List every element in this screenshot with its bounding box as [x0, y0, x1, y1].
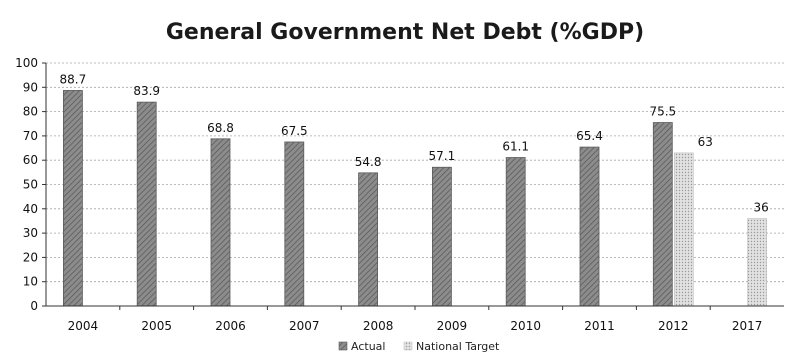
- x-tick-label: 2004: [68, 319, 99, 333]
- y-tick-label: 50: [23, 178, 38, 192]
- bar-target-2012: [673, 152, 694, 307]
- bar-actual-2011: [579, 146, 600, 307]
- x-tick-label: 2017: [732, 319, 763, 333]
- data-label: 61.1: [502, 140, 529, 154]
- y-tick-label: 10: [23, 275, 38, 289]
- x-tick-label: 2011: [584, 319, 615, 333]
- chart-title: General Government Net Debt (%GDP): [166, 20, 644, 45]
- legend-label-target: National Target: [416, 340, 500, 353]
- legend-swatch-actual: [338, 341, 348, 351]
- y-tick-label: 70: [23, 129, 38, 143]
- bar-actual-2010: [505, 157, 526, 307]
- bar-actual-2007: [284, 141, 305, 307]
- y-tick-label: 100: [15, 56, 38, 70]
- data-label: 68.8: [207, 121, 234, 135]
- data-label: 75.5: [649, 105, 676, 119]
- legend-label-actual: Actual: [351, 340, 385, 353]
- data-label: 67.5: [281, 124, 308, 138]
- axes: 0 10 20 30 40 50 60 70 80 90 100 2004 2005 2006 2007 20…: [15, 56, 784, 333]
- data-label: 57.1: [429, 149, 456, 163]
- y-tick-label: 30: [23, 226, 38, 240]
- bar-actual-2005: [136, 101, 157, 307]
- x-tick-label: 2012: [658, 319, 689, 333]
- legend-swatch-target: [403, 341, 413, 351]
- bar-actual-2004: [63, 90, 83, 307]
- bar-actual-2009: [431, 166, 452, 307]
- data-label: 65.4: [576, 129, 603, 143]
- data-label: 88.7: [60, 72, 87, 86]
- y-tick-label: 80: [23, 105, 38, 119]
- data-label: 54.8: [355, 155, 382, 169]
- y-tick-label: 20: [23, 250, 38, 264]
- bars: [63, 90, 767, 307]
- gridlines: [46, 62, 784, 283]
- data-label: 83.9: [133, 84, 160, 98]
- legend: Actual National Target: [338, 340, 500, 353]
- y-tick-label: 90: [23, 80, 38, 94]
- x-tick-label: 2008: [363, 319, 394, 333]
- bar-actual-2012: [652, 122, 673, 307]
- x-tick-label: 2006: [215, 319, 246, 333]
- bar-target-2017: [747, 218, 767, 307]
- x-tick-label: 2010: [510, 319, 541, 333]
- y-tick-label: 40: [23, 202, 38, 216]
- data-label: 63: [698, 135, 713, 149]
- x-tick-label: 2007: [289, 319, 320, 333]
- y-tick-label: 60: [23, 153, 38, 167]
- bar-actual-2008: [358, 172, 379, 307]
- data-labels: 88.7 83.9 68.8 67.5 54.8 57.1 61.1 65.4 75.5 63 36: [60, 72, 769, 214]
- bar-actual-2006: [210, 138, 231, 307]
- x-tick-label: 2005: [141, 319, 172, 333]
- y-tick-label: 0: [30, 299, 38, 313]
- data-label: 36: [753, 201, 768, 215]
- x-tick-label: 2009: [437, 319, 468, 333]
